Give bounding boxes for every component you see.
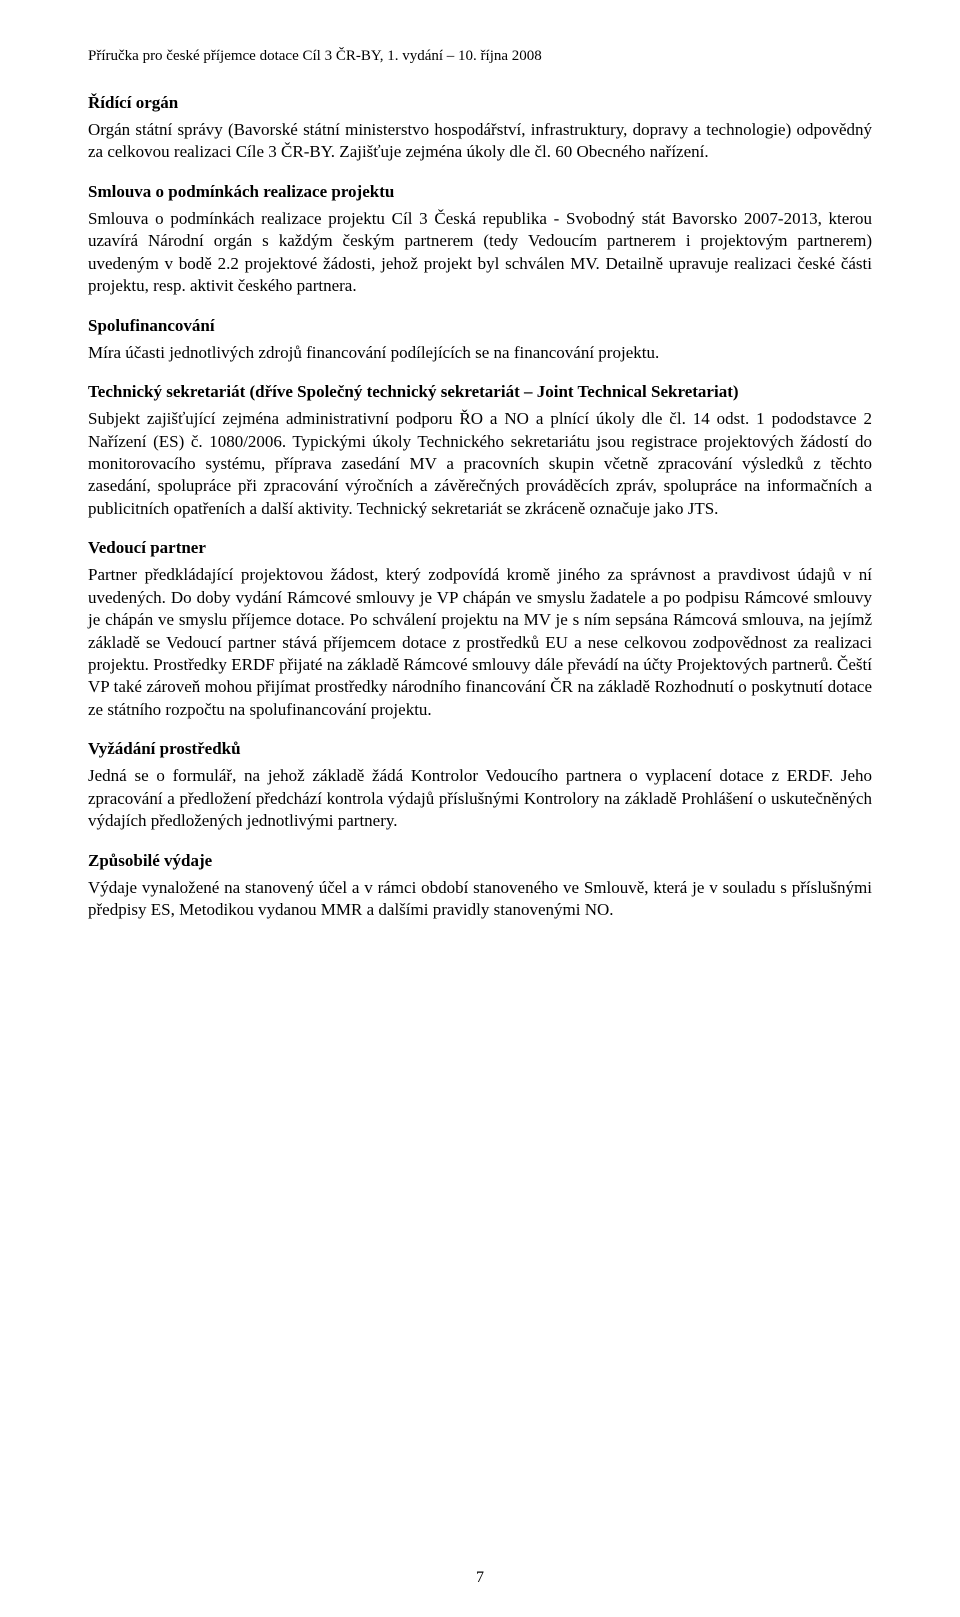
page-number: 7 — [0, 1569, 960, 1587]
document-page: Příručka pro české příjemce dotace Cíl 3… — [0, 0, 960, 1617]
section-title-ridici-organ: Řídící orgán — [88, 93, 872, 113]
section-body-ridici-organ: Orgán státní správy (Bavorské státní min… — [88, 119, 872, 164]
section-title-zpusobile-vydaje: Způsobilé výdaje — [88, 851, 872, 871]
section-body-smlouva: Smlouva o podmínkách realizace projektu … — [88, 208, 872, 298]
section-body-vyzadani-prostredku: Jedná se o formulář, na jehož základě žá… — [88, 765, 872, 832]
page-header: Příručka pro české příjemce dotace Cíl 3… — [88, 48, 872, 65]
section-title-vedouci-partner: Vedoucí partner — [88, 538, 872, 558]
section-body-zpusobile-vydaje: Výdaje vynaložené na stanovený účel a v … — [88, 877, 872, 922]
section-title-smlouva: Smlouva o podmínkách realizace projektu — [88, 182, 872, 202]
section-body-technicky-sekretariat: Subjekt zajišťující zejména administrati… — [88, 408, 872, 520]
section-body-vedouci-partner: Partner předkládající projektovou žádost… — [88, 564, 872, 721]
section-title-technicky-sekretariat: Technický sekretariát (dříve Společný te… — [88, 382, 872, 402]
section-body-spolufinancovani: Míra účasti jednotlivých zdrojů financov… — [88, 342, 872, 364]
section-title-vyzadani-prostredku: Vyžádání prostředků — [88, 739, 872, 759]
section-title-spolufinancovani: Spolufinancování — [88, 316, 872, 336]
